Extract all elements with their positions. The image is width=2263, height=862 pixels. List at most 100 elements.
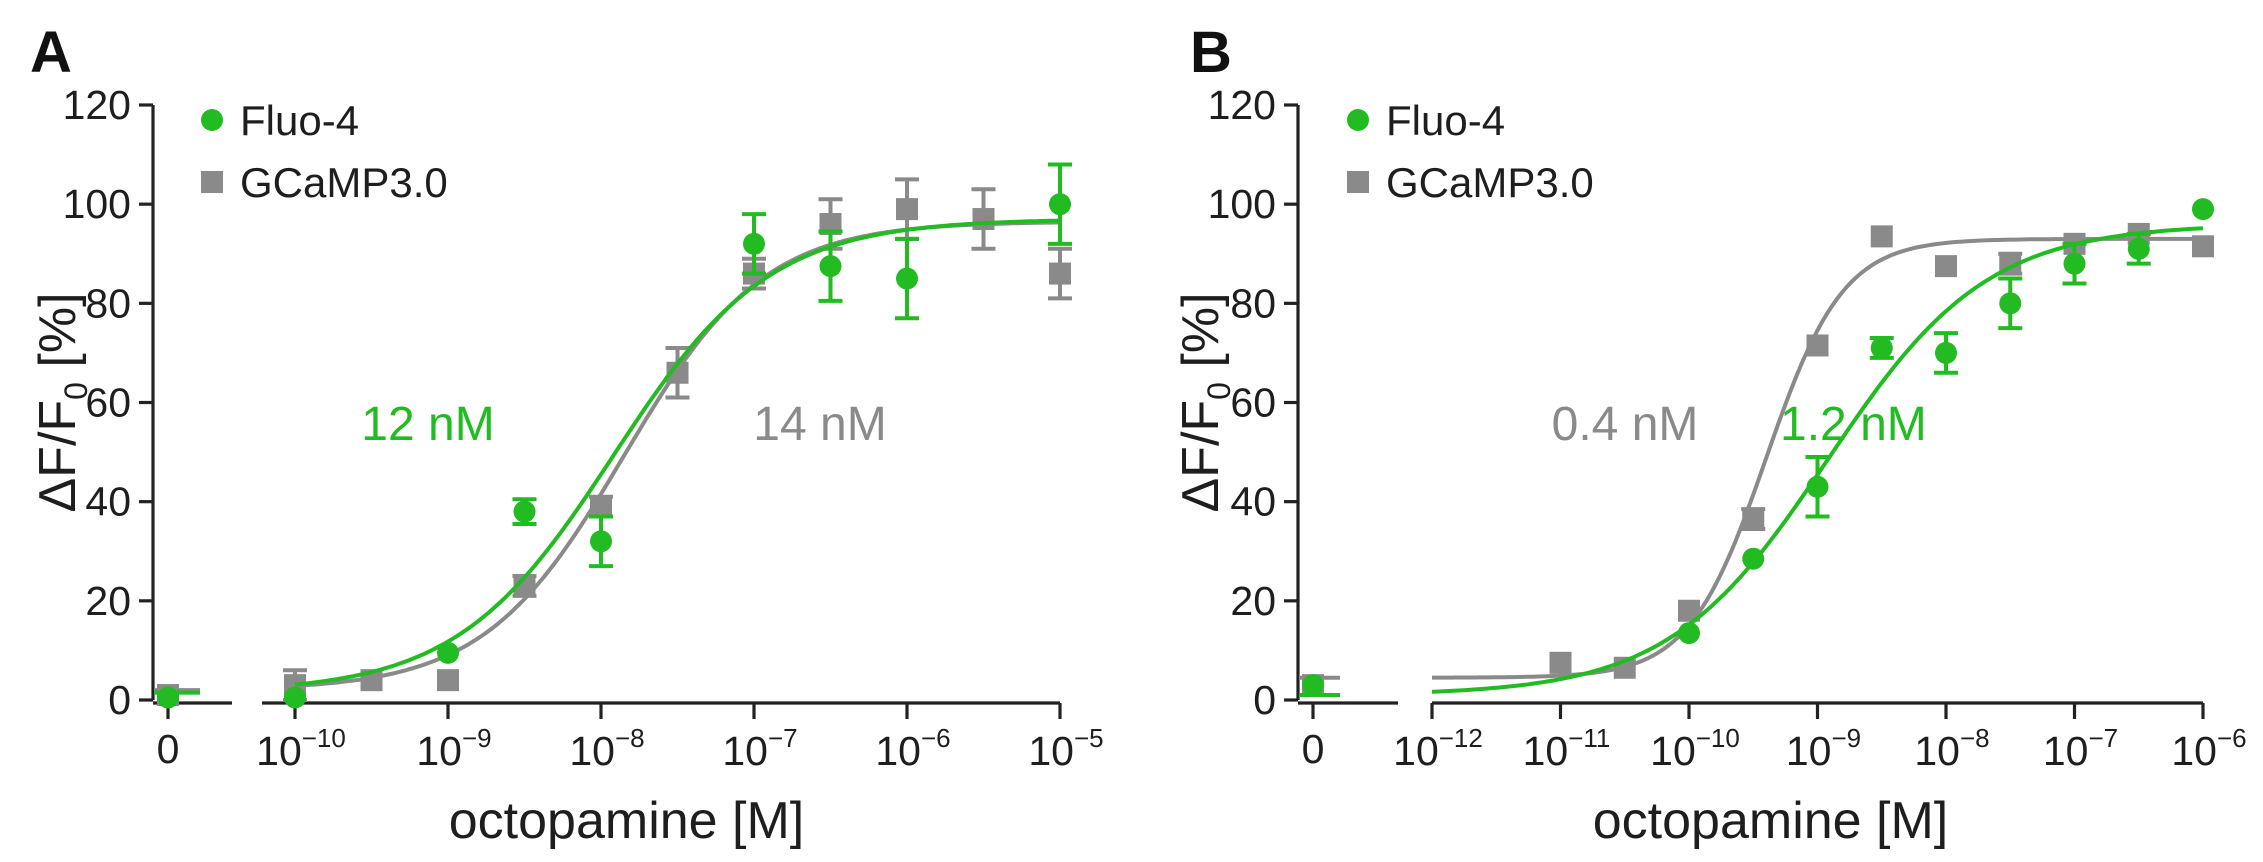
x-tick-exponent: −5: [1074, 723, 1104, 753]
x-tick-label: 10−7: [722, 723, 797, 774]
x-tick-exponent: −10: [1696, 723, 1740, 753]
data-point: [1678, 599, 1700, 622]
x-tick-exponent: −12: [1439, 723, 1483, 753]
x-tick-label: 10−8: [569, 723, 644, 774]
data-point: [1935, 255, 1957, 278]
x-tick-label: 10−9: [1786, 723, 1861, 774]
data-point: [284, 686, 306, 709]
ec50-label: 12 nM: [361, 398, 494, 451]
x-tick-label: 10−6: [875, 723, 950, 774]
x-tick-base: 10: [1914, 728, 1960, 774]
data-point: [972, 208, 995, 231]
x-tick-base: 10: [569, 728, 615, 774]
x-tick-label-zero: 0: [157, 726, 180, 772]
legend-marker-square: [201, 171, 223, 193]
x-tick-base: 10: [416, 728, 462, 774]
y-tick-label: 80: [85, 280, 131, 326]
y-tick-label: 100: [1208, 181, 1276, 227]
y-tick-label: 60: [85, 380, 131, 426]
y-tick-label: 60: [1230, 380, 1276, 426]
x-tick-base: 10: [1650, 728, 1696, 774]
y-axis-label-unit: [%]: [29, 292, 87, 382]
ec50-label: 1.2 nM: [1780, 398, 1927, 451]
x-tick-label: 10−9: [416, 723, 491, 774]
data-point: [1935, 341, 1957, 364]
x-tick-base: 10: [1786, 728, 1832, 774]
data-point: [2192, 198, 2214, 221]
data-point: [2063, 252, 2086, 275]
fit-curve: [294, 218, 1061, 687]
x-axis-label: octopamine [M]: [1593, 792, 1949, 850]
y-tick-label: 100: [63, 181, 131, 227]
legend-entry: Fluo-4: [1386, 97, 1505, 144]
data-point: [157, 686, 179, 709]
x-tick-base: 10: [1028, 728, 1074, 774]
series-gcamp: 0.4 nM: [1299, 222, 2214, 697]
x-tick-base: 10: [875, 728, 921, 774]
fit-curve: [294, 220, 1061, 688]
data-point: [1742, 547, 1765, 570]
data-point: [437, 669, 459, 692]
y-axis-label-sub: 0: [1201, 382, 1237, 400]
data-point: [2192, 235, 2214, 258]
y-axis-label: ΔF/F0 [%]: [1172, 292, 1237, 512]
x-tick-base: 10: [1393, 728, 1439, 774]
y-axis-label-sub: 0: [58, 382, 94, 400]
x-tick-exponent: −8: [1960, 723, 1990, 753]
panel-label: A: [30, 20, 72, 85]
x-tick-base: 10: [1523, 728, 1569, 774]
series-gcamp: 14 nM: [154, 177, 1072, 707]
data-point: [1870, 336, 1893, 359]
data-point: [1678, 622, 1700, 645]
data-point: [666, 361, 689, 384]
x-tick-label: 10−5: [1028, 723, 1103, 774]
y-tick-label: 80: [1230, 280, 1276, 326]
legend: Fluo-4 GCaMP3.0: [1347, 97, 1594, 206]
legend-entry: GCaMP3.0: [1386, 159, 1594, 206]
x-tick-exponent: −6: [2217, 723, 2247, 753]
y-tick-label: 40: [1230, 479, 1276, 525]
data-point: [743, 232, 765, 255]
data-point: [1742, 508, 1765, 531]
data-point: [1549, 651, 1572, 674]
data-point: [1049, 262, 1071, 285]
ec50-label: 0.4 nM: [1552, 398, 1699, 451]
legend-entry: GCaMP3.0: [240, 159, 448, 206]
legend: Fluo-4 GCaMP3.0: [201, 97, 448, 206]
data-point: [590, 530, 612, 553]
legend-entry: Fluo-4: [240, 97, 359, 144]
data-point: [896, 198, 918, 221]
data-point: [1806, 475, 1829, 498]
x-tick-exponent: −11: [1568, 723, 1610, 753]
x-tick-exponent: −9: [1831, 723, 1861, 753]
x-tick-exponent: −7: [768, 723, 798, 753]
x-tick-label: 10−6: [2171, 723, 2246, 774]
x-tick-exponent: −7: [2088, 723, 2118, 753]
data-point: [2127, 237, 2150, 260]
legend-marker-square: [1347, 171, 1369, 193]
x-tick-exponent: −9: [462, 723, 492, 753]
ec50-label: 14 nM: [753, 398, 886, 451]
y-axis-label: ΔF/F0 [%]: [29, 292, 94, 512]
x-tick-label: 10−12: [1393, 723, 1483, 774]
data-point: [590, 495, 612, 518]
data-point: [896, 267, 918, 290]
x-axis-label: octopamine [M]: [449, 792, 805, 850]
data-point: [1049, 193, 1071, 216]
x-tick-base: 10: [2043, 728, 2089, 774]
x-tick-label: 10−10: [256, 723, 346, 774]
data-point: [819, 255, 842, 278]
legend-marker-circle: [201, 109, 223, 131]
x-tick-label: 10−11: [1523, 723, 1611, 774]
y-tick-label: 20: [1230, 578, 1276, 624]
data-point: [513, 500, 536, 523]
y-axis-label-main: ΔF/F: [29, 400, 87, 513]
data-point: [1806, 334, 1829, 357]
series-fluo4: 1.2 nM: [1299, 198, 2214, 698]
data-point: [1870, 225, 1893, 248]
x-tick-label: 10−8: [1914, 723, 1989, 774]
x-tick-exponent: −10: [302, 723, 346, 753]
